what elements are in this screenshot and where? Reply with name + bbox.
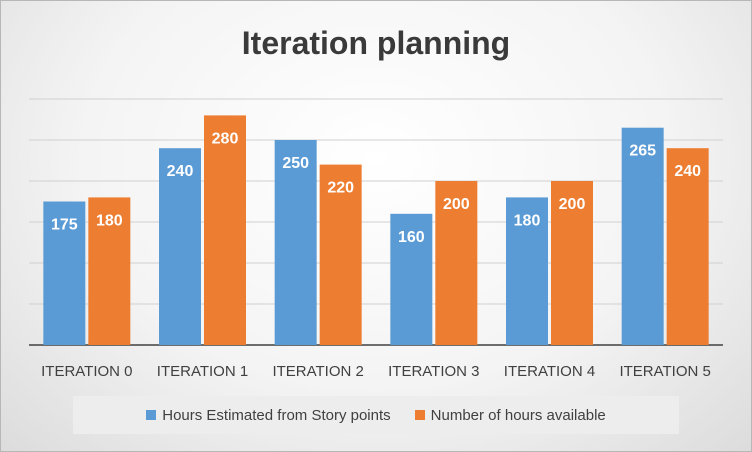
bar-series-2-iteration-5: [666, 148, 709, 345]
bar-series-2-iteration-4: [551, 181, 593, 345]
data-label: 240: [674, 163, 701, 180]
chart-title: Iteration planning: [241, 25, 511, 61]
data-label: 180: [96, 212, 123, 229]
data-label: 265: [629, 143, 656, 160]
x-tick-label: ITERATION 3: [388, 363, 479, 380]
data-label: 250: [282, 155, 309, 172]
data-label: 240: [167, 163, 194, 180]
bar-series-1-iteration-3: [390, 213, 433, 345]
bar-series-2-iteration-1: [204, 115, 246, 346]
legend-swatch-series-1: [146, 410, 157, 420]
x-tick-label: ITERATION 0: [41, 363, 132, 380]
data-label: 200: [443, 196, 470, 213]
legend-swatch-series-2: [414, 410, 425, 420]
legend-label-series-2: Number of hours available: [430, 406, 606, 424]
legend-item-series-1: Hours Estimated from Story points: [146, 406, 391, 424]
x-tick-label: ITERATION 2: [272, 363, 363, 380]
x-tick-label: ITERATION 5: [619, 363, 710, 380]
legend-label-series-1: Hours Estimated from Story points: [162, 406, 391, 424]
bar-series-2-iteration-3: [435, 181, 478, 345]
data-label: 280: [212, 130, 239, 147]
legend: Hours Estimated from Story points Number…: [73, 396, 679, 434]
bar-series-1-iteration-5: [621, 127, 664, 345]
data-label: 220: [327, 180, 354, 197]
bar-series-2-iteration-0: [88, 197, 131, 345]
data-label: 160: [398, 229, 425, 246]
x-tick-label: ITERATION 4: [504, 363, 595, 380]
data-label: 175: [51, 217, 78, 234]
bar-series-1-iteration-1: [159, 148, 201, 345]
bar-series-2-iteration-2: [319, 164, 362, 345]
legend-item-series-2: Number of hours available: [414, 406, 606, 424]
data-label: 180: [514, 212, 541, 229]
bar-series-1-iteration-2: [274, 140, 317, 345]
bar-series-1-iteration-4: [506, 197, 548, 345]
x-tick-label: ITERATION 1: [157, 363, 248, 380]
data-label: 200: [559, 196, 586, 213]
bar-series-1-iteration-0: [43, 201, 86, 345]
